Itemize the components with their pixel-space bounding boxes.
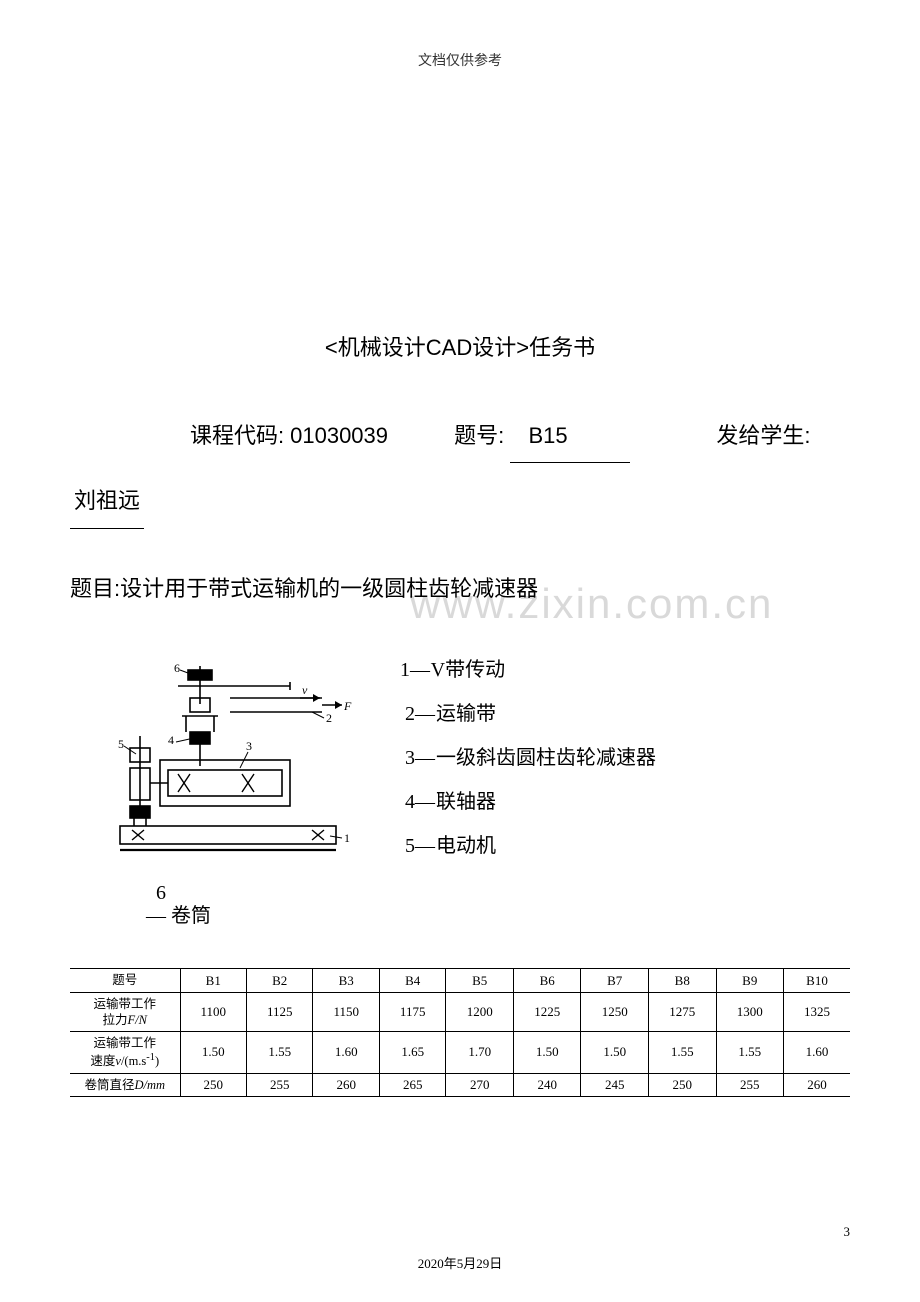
doc-title: <机械设计CAD设计>任务书	[70, 330, 850, 362]
col-header: B3	[313, 969, 379, 992]
svg-text:2: 2	[326, 711, 332, 725]
legend-item: 2— 运输带	[400, 692, 656, 736]
parameters-table: 题号B1B2B3B4B5B6B7B8B9B10 运输带工作拉力F/N1100112…	[70, 968, 850, 1097]
student-name: 刘祖远	[70, 477, 144, 528]
topicno-label: 题号:	[454, 423, 504, 448]
legend-item: 6— 卷筒	[70, 882, 850, 928]
table-cell: 1.55	[246, 1032, 312, 1074]
student-row: 刘祖远	[70, 477, 850, 528]
table-cell: 1250	[581, 992, 649, 1032]
table-cell: 1.50	[180, 1032, 246, 1074]
table-cell: 1.60	[784, 1032, 850, 1074]
topic-line: 题目:设计用于带式运输机的一级圆柱齿轮减速器	[70, 569, 850, 609]
table-cell: 1.50	[513, 1032, 581, 1074]
topic-value: 设计用于带式运输机的一级圆柱齿轮减速器	[120, 576, 538, 601]
table-cell: 1.65	[379, 1032, 445, 1074]
table-cell: 240	[513, 1073, 581, 1096]
col-header: B6	[513, 969, 581, 992]
col-header: B4	[379, 969, 445, 992]
svg-text:6: 6	[174, 661, 180, 675]
row-label: 卷筒直径D/mm	[70, 1073, 180, 1096]
table-cell: 1275	[648, 992, 716, 1032]
row-label: 运输带工作速度v/(m.s-1)	[70, 1032, 180, 1074]
header-note: 文档仅供参考	[70, 50, 850, 70]
table-cell: 255	[246, 1073, 312, 1096]
page-number: 3	[844, 1224, 851, 1240]
mechanism-diagram: 6 5 4 3 2 1 v F	[90, 658, 360, 858]
col-header: B1	[180, 969, 246, 992]
table-cell: 1.55	[648, 1032, 716, 1074]
topicno-value: B15	[510, 412, 630, 463]
svg-text:v: v	[302, 683, 308, 697]
table-cell: 1.55	[716, 1032, 784, 1074]
table-cell: 1.60	[313, 1032, 379, 1074]
table-cell: 270	[446, 1073, 514, 1096]
table-cell: 1300	[716, 992, 784, 1032]
footer-date: 2020年5月29日	[0, 1253, 920, 1272]
col-header: B5	[446, 969, 514, 992]
table-cell: 1.50	[581, 1032, 649, 1074]
legend-item: 4— 联轴器	[400, 780, 656, 824]
table-cell: 245	[581, 1073, 649, 1096]
legend-item: 5— 电动机	[400, 824, 656, 868]
row-label: 运输带工作拉力F/N	[70, 992, 180, 1032]
col-header: B10	[784, 969, 850, 992]
col-header: B2	[246, 969, 312, 992]
table-cell: 260	[313, 1073, 379, 1096]
svg-text:4: 4	[168, 733, 174, 747]
table-cell: 1100	[180, 992, 246, 1032]
table-cell: 1125	[246, 992, 312, 1032]
legend-item: 1— V带传动	[400, 648, 656, 692]
course-value: 01030039	[290, 423, 388, 448]
table-cell: 250	[648, 1073, 716, 1096]
table-cell: 1200	[446, 992, 514, 1032]
table-cell: 1325	[784, 992, 850, 1032]
table-cell: 1.70	[446, 1032, 514, 1074]
col-header: B9	[716, 969, 784, 992]
col-header-label: 题号	[70, 969, 180, 992]
table-cell: 1175	[379, 992, 445, 1032]
svg-text:1: 1	[344, 831, 350, 845]
table-cell: 260	[784, 1073, 850, 1096]
topic-label: 题目:	[70, 576, 120, 601]
table-cell: 250	[180, 1073, 246, 1096]
student-label: 发给学生:	[716, 423, 810, 448]
col-header: B8	[648, 969, 716, 992]
legend-item: 3— 一级斜齿圆柱齿轮减速器	[400, 736, 656, 780]
table-cell: 1225	[513, 992, 581, 1032]
svg-text:3: 3	[246, 739, 252, 753]
course-label: 课程代码:	[190, 423, 284, 448]
table-cell: 1150	[313, 992, 379, 1032]
svg-text:5: 5	[118, 737, 124, 751]
info-line-1: 课程代码:01030039 题号: B15 发给学生:	[70, 412, 850, 463]
col-header: B7	[581, 969, 649, 992]
table-cell: 255	[716, 1073, 784, 1096]
legend: 1— V带传动 2— 运输带 3— 一级斜齿圆柱齿轮减速器 4— 联轴器 5— …	[400, 648, 656, 868]
table-cell: 265	[379, 1073, 445, 1096]
svg-text:F: F	[343, 699, 352, 713]
